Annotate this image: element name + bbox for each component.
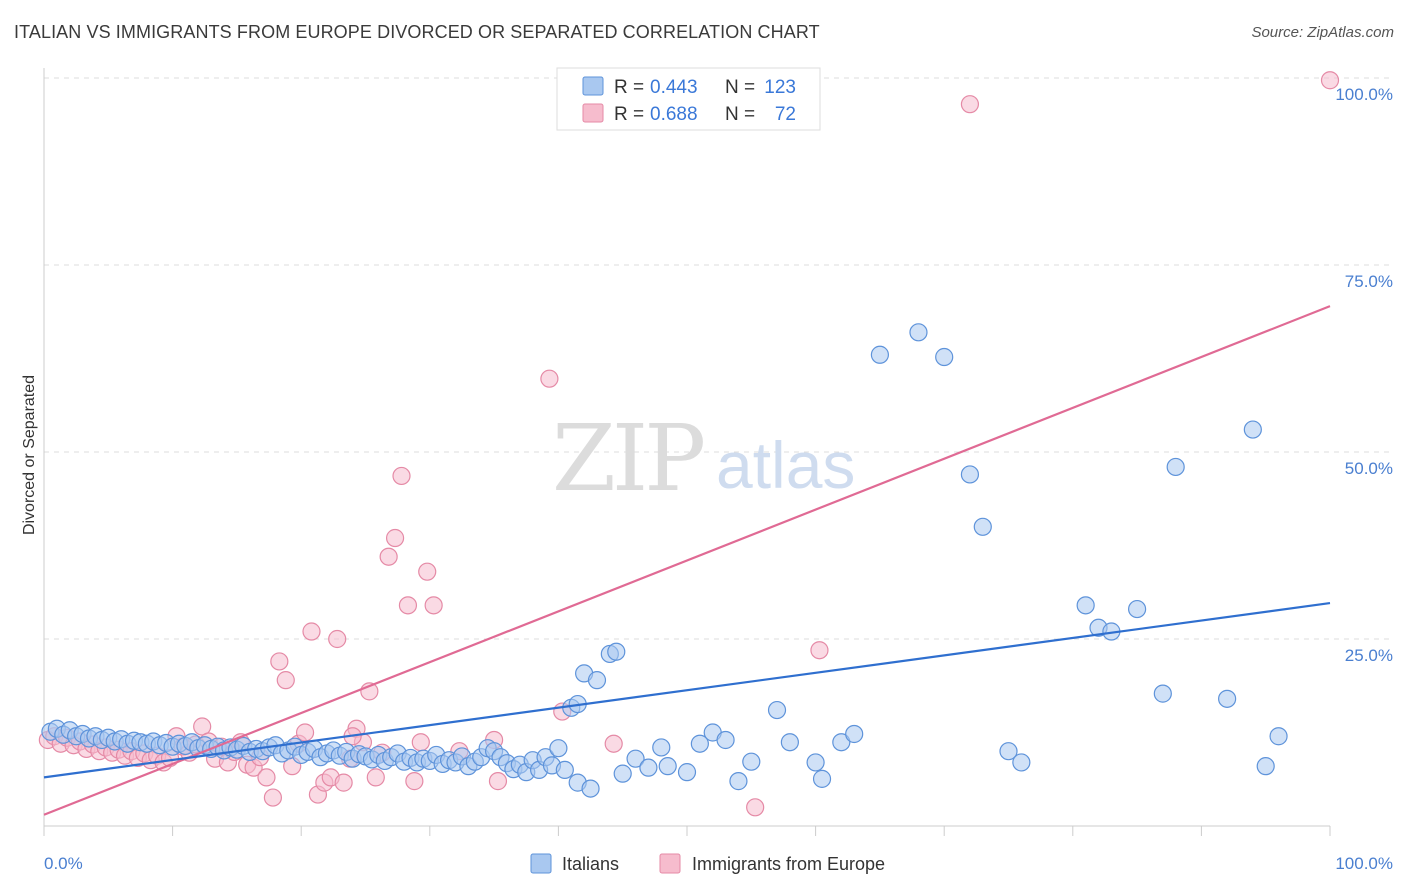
legend-label-italians: Italians <box>562 854 619 874</box>
legend-label-immigrants: Immigrants from Europe <box>692 854 885 874</box>
italians-point <box>690 734 709 753</box>
immigrants-point <box>392 466 411 486</box>
italians-point <box>587 671 607 690</box>
legend-n-label-italians: N = <box>725 77 755 98</box>
legend-r-label-immigrants: R = <box>614 104 644 125</box>
x-axis-ticks <box>43 826 1331 836</box>
legend-n-label-immigrants: N = <box>725 104 755 125</box>
y-tick-label: 75.0% <box>1345 272 1393 291</box>
immigrants-point <box>411 733 430 752</box>
immigrants-point <box>746 798 765 817</box>
series-legend: Italians Immigrants from Europe <box>530 853 885 874</box>
italians-point <box>935 347 954 367</box>
x-tick-label-max: 100.0% <box>1335 854 1393 873</box>
italians-point <box>626 749 645 768</box>
italians-point <box>716 730 735 750</box>
italians-point <box>729 772 748 791</box>
immigrants-point <box>385 528 405 548</box>
italians-point <box>845 724 864 744</box>
watermark-atlas: atlas <box>716 428 855 502</box>
italians-point <box>1256 757 1275 776</box>
immigrants-point <box>366 768 385 787</box>
immigrants-point <box>424 596 443 615</box>
immigrants-point <box>193 717 212 736</box>
y-tick-label: 25.0% <box>1345 646 1393 665</box>
italians-point <box>1127 599 1147 619</box>
immigrants-point <box>405 772 424 791</box>
y-tick-label: 50.0% <box>1345 459 1393 478</box>
legend-swatch-italians <box>582 76 604 96</box>
immigrants-point <box>379 547 398 566</box>
legend-r-label-italians: R = <box>614 77 644 98</box>
watermark-zip: ZIP <box>552 405 703 512</box>
italians-point <box>652 738 671 757</box>
italians-point <box>780 733 799 752</box>
source-credit: Source: ZipAtlas.com <box>1251 24 1394 41</box>
x-tick-label-min: 0.0% <box>44 854 83 873</box>
italians-point <box>1076 596 1095 615</box>
immigrants-point <box>328 629 347 649</box>
immigrants-point <box>263 788 283 807</box>
italians-point <box>960 465 980 484</box>
italians-point <box>1218 689 1237 708</box>
italians-point <box>549 739 568 758</box>
immigrants-point <box>276 671 295 690</box>
immigrants-point <box>810 641 829 660</box>
immigrants-point <box>418 562 437 581</box>
legend-n-value-immigrants: 72 <box>775 104 796 125</box>
immigrants-point <box>488 772 508 791</box>
gridlines <box>44 77 1390 640</box>
immigrants-point <box>257 768 276 787</box>
legend-r-value-immigrants: 0.688 <box>650 104 698 125</box>
stats-legend: R = 0.443 N = 123 R = 0.688 N = 72 <box>556 67 821 131</box>
italians-point <box>1243 420 1262 439</box>
italians-point <box>832 733 851 752</box>
italians-point <box>909 323 928 342</box>
italians-point <box>812 769 832 788</box>
immigrants-point <box>295 723 315 742</box>
italians-points <box>41 323 1288 798</box>
immigrants-point <box>604 734 623 753</box>
immigrants-point <box>960 95 980 114</box>
trend-lines <box>43 305 1331 816</box>
immigrants-point <box>398 596 418 615</box>
y-tick-labels: 25.0% 50.0% 75.0% 100.0% <box>1335 85 1393 665</box>
italians-point <box>607 642 626 661</box>
chart-title: ITALIAN VS IMMIGRANTS FROM EUROPE DIVORC… <box>14 22 820 42</box>
legend-swatch-bottom-immigrants <box>659 853 681 874</box>
italians-point <box>658 757 677 776</box>
italians-point <box>742 752 761 771</box>
y-tick-label: 100.0% <box>1335 85 1393 104</box>
legend-r-value-italians: 0.443 <box>650 77 698 98</box>
italians-point <box>555 760 574 780</box>
italians-point <box>639 758 658 777</box>
italians-trend-line <box>43 602 1331 779</box>
italians-point <box>1166 457 1185 477</box>
legend-n-value-italians: 123 <box>764 77 796 98</box>
italians-point <box>870 345 890 364</box>
immigrants-point <box>334 773 353 792</box>
italians-point <box>1012 753 1031 772</box>
immigrants-point <box>302 622 321 641</box>
italians-point <box>806 753 825 772</box>
immigrants-point <box>540 369 559 388</box>
immigrants-trend-line <box>43 305 1331 816</box>
italians-point <box>1153 684 1172 703</box>
italians-point <box>581 779 600 798</box>
y-axis-label: Divorced or Separated <box>21 375 38 535</box>
italians-point <box>1269 727 1288 746</box>
immigrants-point <box>270 652 289 671</box>
legend-swatch-immigrants <box>582 103 604 123</box>
italians-point <box>613 764 632 783</box>
italians-point <box>973 517 992 536</box>
italians-point <box>677 763 697 782</box>
italians-point <box>999 742 1018 761</box>
immigrants-point <box>1320 71 1340 90</box>
legend-swatch-bottom-italians <box>530 853 552 874</box>
italians-point <box>767 700 787 720</box>
